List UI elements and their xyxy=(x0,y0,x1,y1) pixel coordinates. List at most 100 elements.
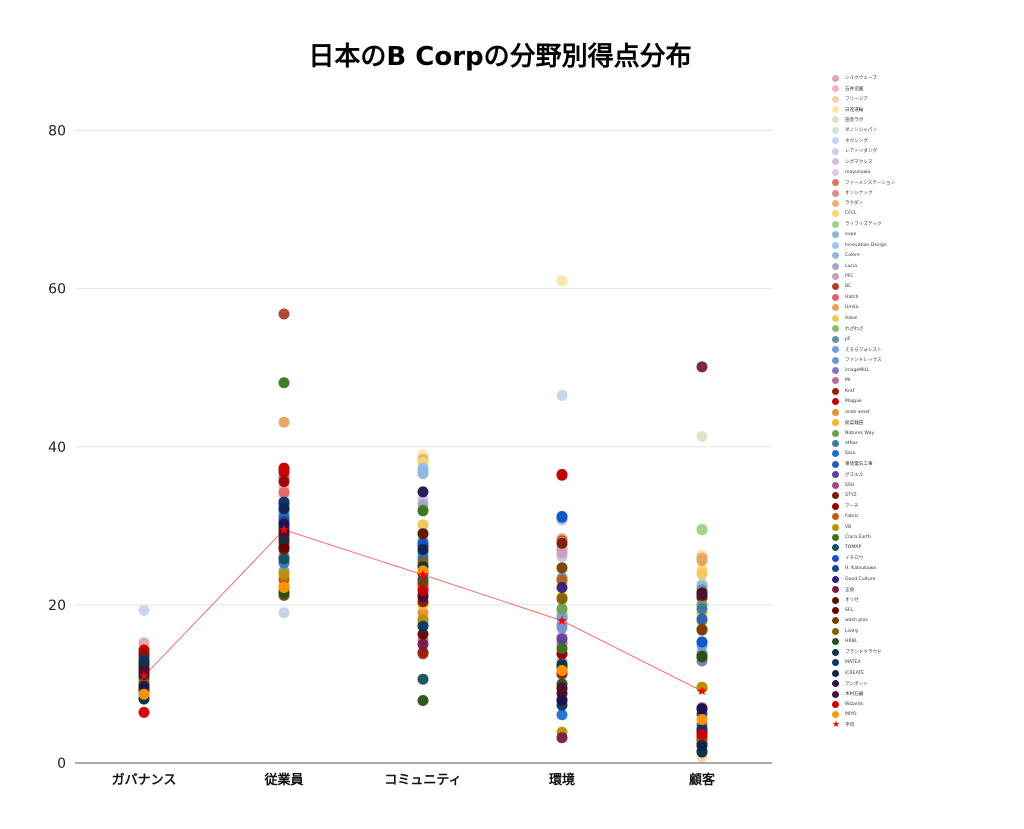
legend-label: アシポット xyxy=(845,681,868,687)
data-point xyxy=(138,655,150,667)
data-point xyxy=(556,511,568,523)
legend-item: Fabric xyxy=(832,511,1022,521)
legend-label: オンシナック xyxy=(845,191,873,197)
legend-item: VB xyxy=(832,522,1022,532)
legend-label: Wizards xyxy=(845,701,864,707)
legend-marker-icon xyxy=(832,544,839,552)
legend-marker-icon xyxy=(832,533,839,541)
legend-item: ファーメンステーション xyxy=(832,177,1022,187)
legend-label: Natures Way xyxy=(845,430,875,436)
average-marker xyxy=(697,686,707,696)
legend-marker-icon xyxy=(832,179,839,187)
data-point xyxy=(556,581,568,593)
legend-label: Innovation Design xyxy=(845,242,887,248)
legend-marker-icon xyxy=(832,335,839,343)
legend-marker-icon xyxy=(832,273,839,281)
data-point xyxy=(556,603,568,615)
legend-marker-icon xyxy=(832,398,839,406)
legend-label: Clara Earth xyxy=(845,534,871,540)
legend-marker-icon xyxy=(832,659,839,667)
y-tick-label: 40 xyxy=(48,440,66,456)
data-point xyxy=(696,361,708,373)
average-marker xyxy=(418,569,428,579)
legend-label: フリージア xyxy=(845,97,868,103)
legend-item: Magpie xyxy=(832,397,1022,407)
data-point xyxy=(278,581,290,593)
legend-item: CFCL xyxy=(832,209,1022,219)
y-tick-label: 20 xyxy=(48,598,66,614)
legend-label: SSU xyxy=(845,482,855,488)
legend-item: Good Culture xyxy=(832,574,1022,584)
legend-marker-icon xyxy=(832,523,839,531)
data-point xyxy=(696,430,708,442)
legend-label: Saru xyxy=(845,451,856,457)
legend-label: グスエル xyxy=(845,472,864,478)
legend-item: レアトリダング xyxy=(832,146,1022,156)
data-point xyxy=(417,576,429,588)
legend-item: imageMILL xyxy=(832,365,1022,375)
legend-label: Good Culture xyxy=(845,576,876,582)
data-point xyxy=(556,593,568,605)
legend-item: オンシナック xyxy=(832,188,1022,198)
data-point xyxy=(278,568,290,580)
legend-item: 日進運輸 xyxy=(832,104,1022,114)
legend-marker-icon xyxy=(832,565,839,573)
data-point xyxy=(138,604,150,616)
legend-marker-icon xyxy=(832,460,839,468)
legend-item: Clara Earth xyxy=(832,532,1022,542)
legend-marker-icon xyxy=(832,440,839,448)
legend-label: MATEX xyxy=(845,660,861,666)
data-point xyxy=(696,589,708,601)
legend-label: Kraf xyxy=(845,388,855,394)
legend-label: ethos xyxy=(845,441,858,447)
legend-item: TOMAP xyxy=(832,543,1022,553)
legend-marker-icon xyxy=(832,700,839,708)
legend-marker-icon xyxy=(832,429,839,437)
legend-item: オリゼ xyxy=(832,595,1022,605)
data-point xyxy=(278,377,290,389)
legend-marker-icon xyxy=(832,596,839,604)
legend-label: 総菜麺田 xyxy=(845,420,864,426)
legend-marker-icon xyxy=(832,377,839,385)
legend-marker-icon xyxy=(832,137,839,145)
legend-label: Hatch xyxy=(845,294,859,300)
legend-item: Wizards xyxy=(832,699,1022,709)
y-tick-label: 80 xyxy=(48,124,66,140)
legend-item: Kraf xyxy=(832,386,1022,396)
legend-label: ネクシング xyxy=(845,138,868,144)
grid-lines xyxy=(75,130,772,606)
legend-item: ando amet xyxy=(832,407,1022,417)
legend-marker-icon xyxy=(832,283,839,291)
legend-label: VB xyxy=(845,524,852,530)
legend-label: オリゼ xyxy=(845,598,859,604)
legend-item: 木村石鹸 xyxy=(832,689,1022,699)
x-tick-label: 環境 xyxy=(549,772,575,788)
data-point xyxy=(417,673,429,685)
legend-marker-icon xyxy=(832,314,839,322)
legend: シルクウェーブ 石井造園 フリージア 日進運輸 田舎ラボ ダノンジャパン ネクシング レアトリ… xyxy=(832,73,1022,731)
y-tick-label: 60 xyxy=(48,282,66,298)
legend-item: アーチ xyxy=(832,501,1022,511)
data-point xyxy=(696,524,708,536)
data-point xyxy=(417,464,429,476)
y-tick-label: 0 xyxy=(57,756,66,772)
legend-item: ネクシング xyxy=(832,136,1022,146)
x-tick-label: コミュニティ xyxy=(384,773,461,788)
legend-item: イチロウ xyxy=(832,553,1022,563)
data-point xyxy=(417,486,429,498)
legend-label: Magpie xyxy=(845,399,862,405)
legend-label: 平均 xyxy=(845,723,855,729)
legend-marker-icon xyxy=(832,106,839,114)
legend-marker-icon xyxy=(832,471,839,479)
legend-label: Fabric xyxy=(845,514,859,520)
data-point xyxy=(696,623,708,635)
data-point xyxy=(417,528,429,540)
legend-label: wash plus xyxy=(845,618,868,624)
legend-marker-icon xyxy=(832,231,839,239)
legend-marker-icon xyxy=(832,669,839,677)
data-point xyxy=(696,603,708,615)
legend-item: Hatch xyxy=(832,292,1022,302)
legend-label: イチロウ xyxy=(845,556,864,562)
legend-item: Lucia xyxy=(832,261,1022,271)
